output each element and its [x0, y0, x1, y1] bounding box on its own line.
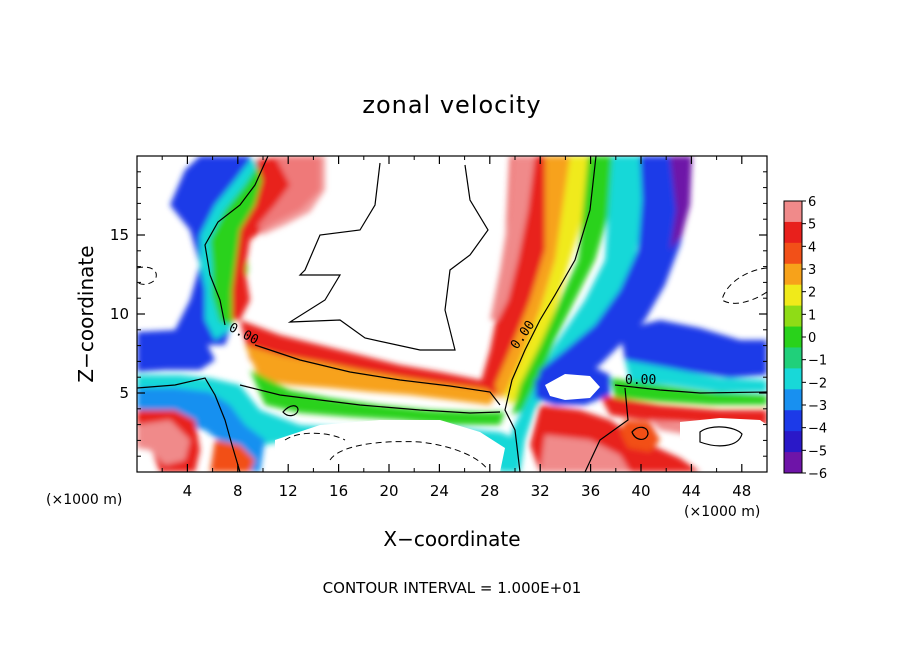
field-mid-band-red [240, 320, 500, 395]
colorbar: 6 5 4 3 2 1 0 −1 −2 −3 −4 −5 −6 [783, 195, 827, 482]
x-tick-label: 20 [379, 482, 398, 500]
x-tick-label: 16 [329, 482, 348, 500]
field-mid-band-cyan [137, 375, 520, 472]
colorbar-swatch [784, 452, 802, 474]
contour-zero-upper-left [204, 156, 269, 326]
contour-neg-right [721, 267, 767, 304]
x-tick-label: 40 [631, 482, 650, 500]
contour-zero-mid-band-low [239, 384, 501, 414]
field-lowerright-orange [620, 420, 660, 452]
contour-zero-right-tower [504, 156, 597, 472]
x-unit-left: (×1000 m) [46, 492, 122, 508]
field-lowerleft-pink [137, 420, 190, 465]
colorbar-swatch [784, 221, 802, 244]
chart-title: zonal velocity [362, 91, 541, 119]
colorbar-label: −4 [808, 422, 827, 437]
y-tick-label: 5 [119, 384, 129, 402]
field-right-band-blue [620, 320, 767, 378]
field-right-band-red [600, 395, 767, 425]
y-axis-title: Z−coordinate [74, 245, 98, 382]
colorbar-label: 6 [808, 195, 816, 210]
colorbar-swatch [784, 326, 802, 348]
colorbar-swatch [784, 201, 802, 223]
x-tick-label: 28 [480, 482, 499, 500]
colorbar-swatch [784, 431, 802, 453]
colorbar-label: 3 [808, 263, 816, 278]
colorbar-label: 4 [808, 240, 816, 255]
contour-zero-upper-blob [287, 162, 489, 351]
contour-neg-lower [329, 441, 489, 471]
velocity-field: 0.00 0.00 0.00 [137, 156, 767, 472]
colorbar-label: −5 [808, 444, 827, 459]
colorbar-label: −2 [808, 376, 827, 391]
colorbar-swatch [784, 368, 802, 390]
contour-zero-mid-band [254, 344, 501, 406]
field-right-band-green [610, 378, 767, 405]
colorbar-label: 1 [808, 308, 816, 323]
field-lowerright-pink [540, 435, 630, 472]
x-tick-label: 24 [430, 482, 449, 500]
colorbar-swatch [784, 347, 802, 369]
contour-zero-lower-right-loop [699, 426, 743, 447]
field-left-pink [258, 156, 325, 235]
colorbar-label: −3 [808, 399, 827, 414]
field-white-lower-right [680, 418, 767, 458]
field-lowerleft-orange [210, 440, 255, 472]
colorbar-swatch [784, 305, 802, 328]
field-white-lower-left [275, 420, 505, 472]
x-tick-label: 48 [732, 482, 751, 500]
field-right-orange [495, 156, 575, 400]
colorbar-swatch [784, 410, 802, 432]
contour-zero-left [137, 377, 241, 472]
y-tick-label: 15 [110, 226, 129, 244]
contour-neg-lower-2 [284, 432, 346, 441]
x-axis-title: X−coordinate [383, 527, 520, 551]
x-axis: 4 8 12 16 20 24 28 32 36 40 44 48 [161, 156, 751, 500]
colorbar-swatch [784, 389, 802, 411]
field-right-red [480, 156, 560, 395]
x-tick-label: 8 [233, 482, 243, 500]
field-left-edge-blue [137, 330, 215, 372]
y-tick-label: 10 [110, 305, 129, 323]
x-tick-label: 12 [279, 482, 298, 500]
field-right-band-cyan [625, 360, 767, 392]
x-tick-label: 36 [581, 482, 600, 500]
colorbar-swatch [784, 242, 802, 265]
colorbar-label: 0 [808, 331, 816, 346]
field-right-blue [535, 156, 690, 395]
field-right-pink [490, 156, 535, 320]
colorbar-label: −1 [808, 354, 827, 369]
x-tick-label: 32 [531, 482, 550, 500]
x-unit-right: (×1000 m) [684, 504, 760, 520]
contour-zero-small-loop-2 [631, 426, 649, 440]
field-right-green [512, 156, 615, 415]
contour-zero-right-band [614, 384, 767, 394]
colorbar-label: 2 [808, 286, 816, 301]
field-right-yellow [505, 156, 590, 405]
colorbar-label: 5 [808, 218, 816, 233]
colorbar-label: −6 [808, 467, 827, 482]
colorbar-swatch [784, 263, 802, 286]
y-axis: 5 10 15 [110, 171, 767, 457]
field-white-pocket [545, 374, 600, 400]
x-tick-label: 44 [682, 482, 701, 500]
contour-zero-right-band-low [584, 387, 629, 472]
contour-label-mid: 0.00 [625, 373, 656, 388]
x-tick-label: 4 [183, 482, 193, 500]
contour-neg-left [137, 266, 157, 285]
contour-interval-note: CONTOUR INTERVAL = 1.000E+01 [323, 579, 582, 597]
field-right-purple [670, 156, 692, 250]
contour-zero-small-loop-1 [282, 405, 299, 417]
colorbar-swatch [784, 284, 802, 307]
